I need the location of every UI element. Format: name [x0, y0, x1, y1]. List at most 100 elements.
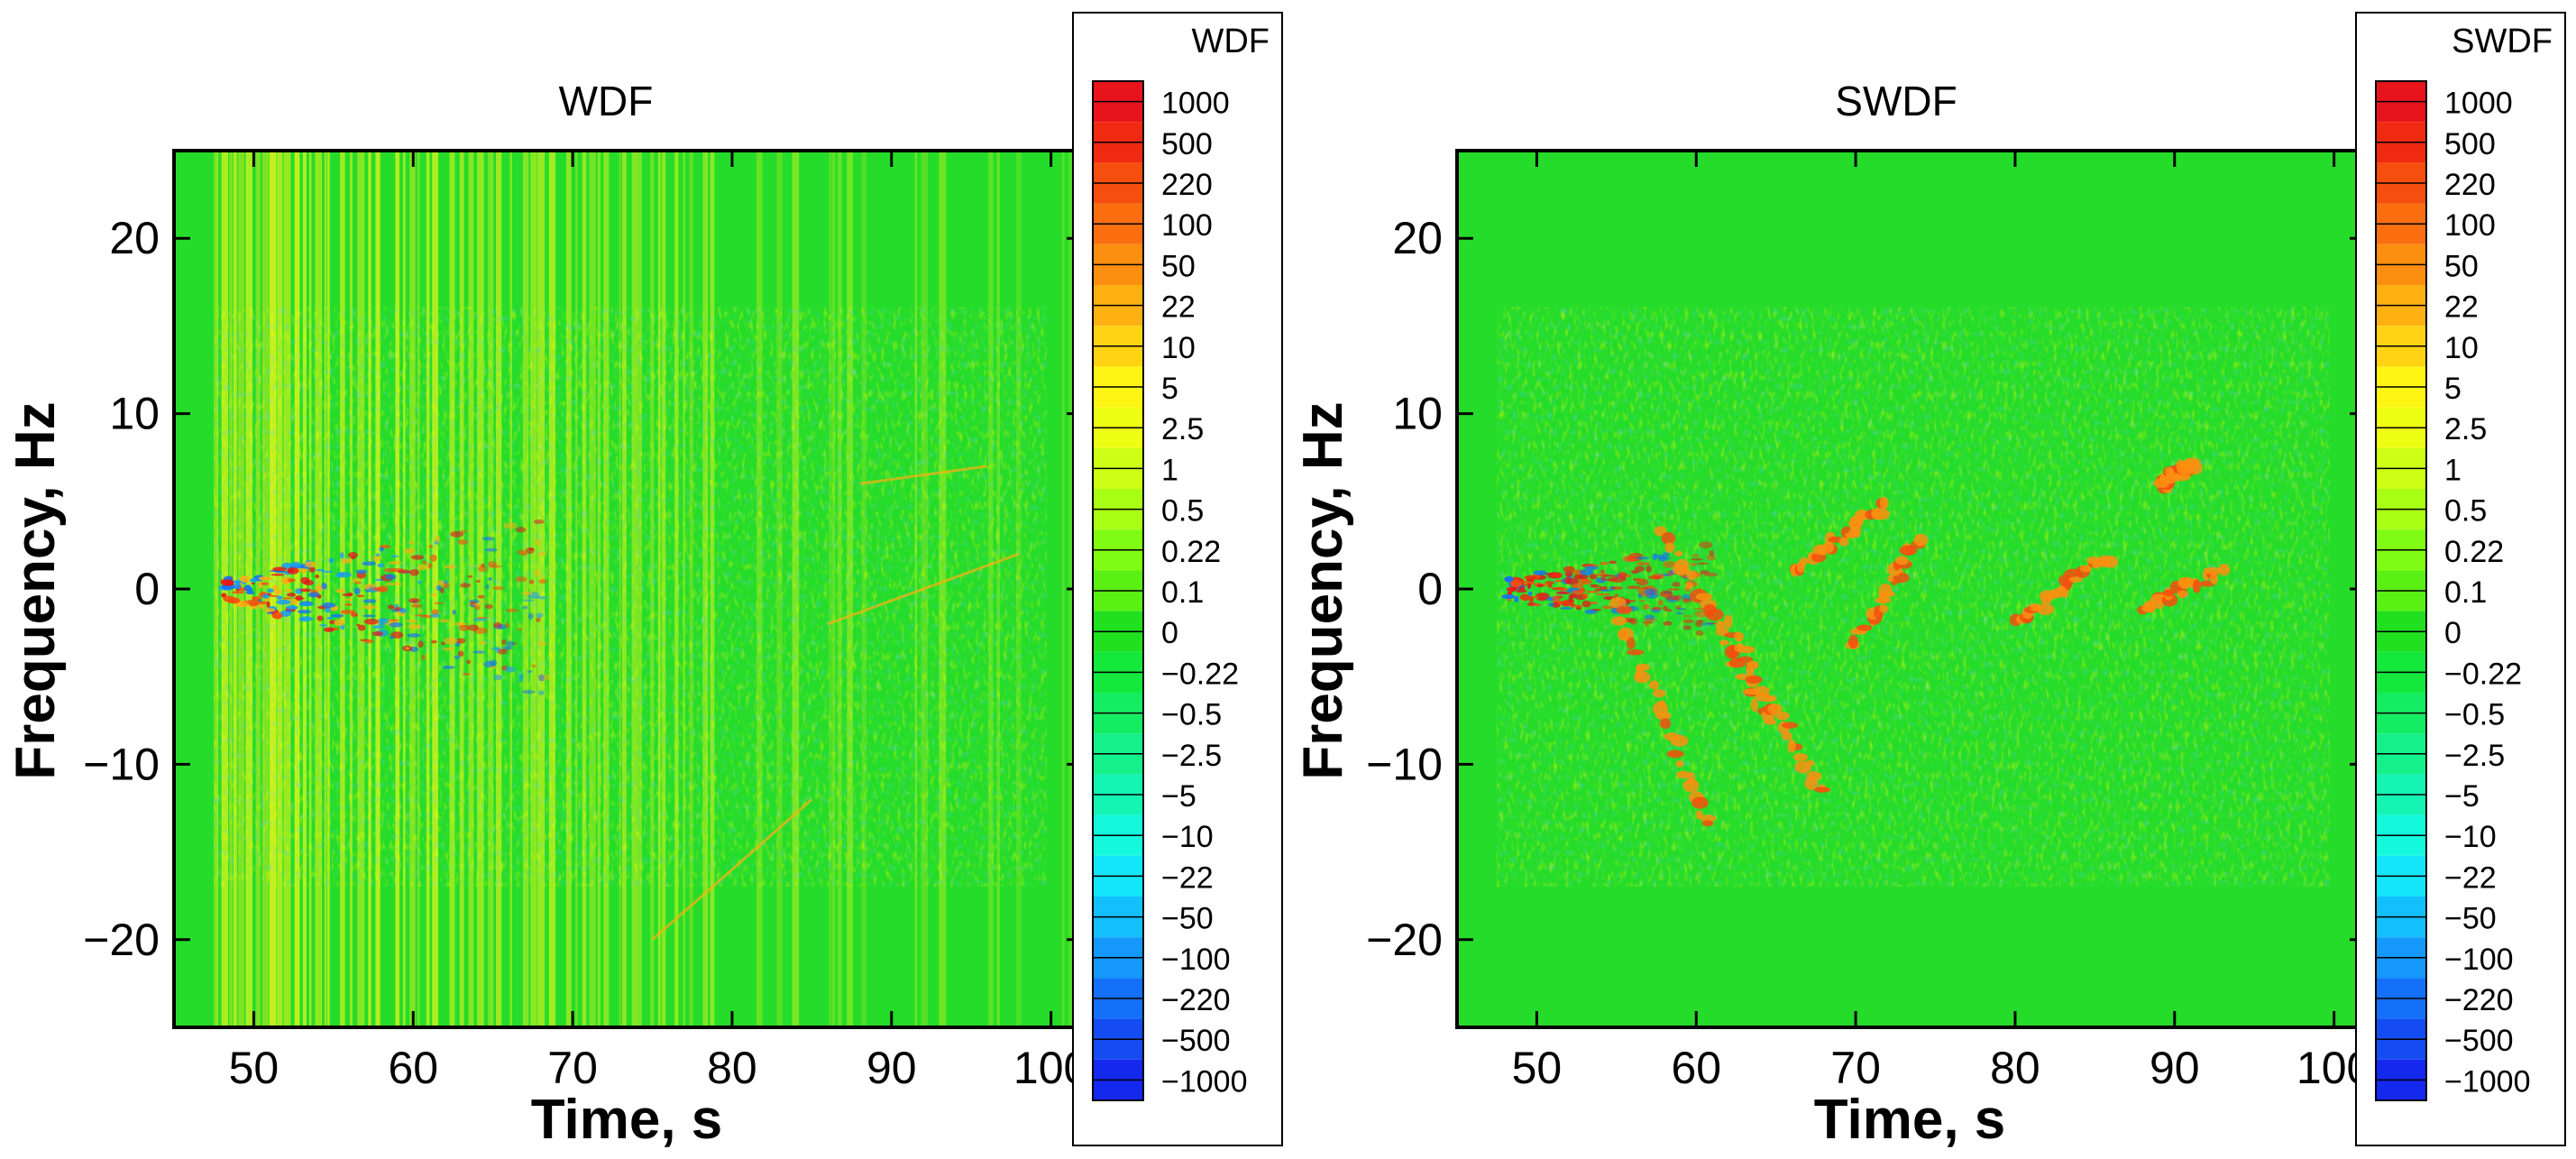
heatmap-core-spot — [485, 584, 490, 589]
heatmap-core-spot — [1589, 574, 1598, 580]
colorbar-level-label: −1000 — [1161, 1064, 1248, 1099]
heatmap-streak-spot — [1856, 624, 1873, 631]
heatmap-core-spot — [1697, 562, 1709, 565]
heatmap-core-spot — [285, 605, 298, 610]
heatmap-core-spot — [1618, 571, 1627, 578]
heatmap-core-spot — [1555, 591, 1571, 595]
heatmap-core-spot — [1636, 561, 1651, 566]
heatmap-core-spot — [1645, 621, 1649, 627]
heatmap-core-spot — [356, 594, 365, 597]
heatmap-core-spot — [1516, 589, 1527, 593]
heatmap-streak-spot — [1763, 694, 1777, 703]
heatmap-core-spot — [326, 616, 334, 620]
heatmap-core-spot — [1526, 583, 1532, 590]
heatmap-core-spot — [1584, 609, 1598, 614]
heatmap-core-spot — [362, 604, 378, 610]
heatmap-core-spot — [1580, 568, 1593, 575]
heatmap-core-spot — [405, 647, 410, 650]
heatmap-core-spot — [1600, 561, 1609, 566]
heatmap-core-spot — [351, 556, 356, 560]
heatmap-speckle-blue — [1497, 307, 2330, 887]
heatmap-core-spot — [252, 596, 261, 601]
heatmap-core-spot — [1695, 630, 1704, 636]
heatmap-core-spot — [1703, 572, 1719, 577]
heatmap-core-spot — [286, 610, 293, 612]
heatmap-core-spot — [290, 561, 301, 569]
heatmap-core-spot — [1683, 614, 1692, 618]
heatmap-core-spot — [429, 554, 437, 562]
y-tick-label: 20 — [1392, 213, 1443, 263]
colorbar-level-label: 10 — [1161, 331, 1196, 365]
heatmap-core-spot — [272, 612, 283, 620]
colorbar-level-label: 0.1 — [2444, 575, 2487, 610]
colorbar-level-label: −500 — [2444, 1024, 2514, 1058]
heatmap-core-spot — [505, 608, 519, 612]
heatmap-core-spot — [537, 641, 547, 647]
heatmap-core-spot — [466, 659, 472, 665]
heatmap-core-spot — [1690, 557, 1703, 561]
heatmap-core-spot — [443, 582, 450, 589]
heatmap-core-spot — [517, 549, 527, 556]
heatmap-core-spot — [308, 566, 316, 573]
heatmap-core-spot — [1672, 581, 1681, 587]
heatmap-core-spot — [273, 589, 282, 594]
heatmap-core-spot — [417, 581, 422, 584]
heatmap-streak-spot — [2102, 555, 2119, 568]
heatmap-core-spot — [1599, 585, 1608, 592]
heatmap-core-spot — [1635, 557, 1650, 560]
heatmap-streak-spot — [1672, 565, 1690, 576]
colorbar-level-label: 1000 — [1161, 87, 1230, 121]
heatmap-core-spot — [527, 612, 534, 620]
heatmap-core-spot — [431, 609, 440, 616]
heatmap-streak-spot — [1659, 718, 1672, 730]
x-tick-label: 70 — [547, 1043, 598, 1093]
heatmap-core-spot — [408, 540, 416, 544]
heatmap-core-spot — [1706, 555, 1717, 561]
heatmap-core-spot — [335, 572, 344, 578]
heatmap-core-spot — [505, 666, 516, 673]
heatmap-streak-spot — [1737, 656, 1754, 663]
heatmap-streak-spot — [2068, 576, 2083, 583]
heatmap-core-spot — [335, 588, 345, 593]
heatmap-core-spot — [321, 583, 327, 590]
heatmap-core-spot — [1572, 589, 1584, 595]
heatmap-core-spot — [473, 602, 481, 606]
y-tick-label: 0 — [134, 564, 160, 614]
heatmap-core-spot — [1524, 575, 1537, 580]
heatmap-core-spot — [1609, 560, 1618, 565]
heatmap-streak-spot — [1610, 616, 1627, 626]
heatmap-streak-spot — [1735, 673, 1749, 681]
heatmap-core-spot — [266, 601, 270, 608]
colorbar-level-label: −10 — [2444, 820, 2497, 854]
heatmap-streak-spot — [1649, 680, 1659, 690]
heatmap-core-spot — [538, 674, 545, 682]
colorbar-level-label: 0.22 — [2444, 535, 2504, 569]
heatmap-core-spot — [497, 649, 508, 655]
x-tick-label: 90 — [866, 1043, 917, 1093]
heatmap-core-spot — [1630, 570, 1640, 575]
heatmap-core-spot — [234, 582, 242, 590]
heatmap-core-spot — [438, 619, 451, 623]
colorbar-level-label: −220 — [2444, 983, 2514, 1017]
heatmap-core-spot — [409, 568, 419, 576]
heatmap-core-spot — [1639, 600, 1646, 602]
heatmap-core-spot — [377, 563, 385, 568]
heatmap-streak-spot — [1616, 605, 1633, 614]
heatmap-speckle-blue — [214, 307, 1048, 887]
heatmap-streak-spot — [1787, 739, 1796, 753]
colorbar-level-label: −0.5 — [1161, 698, 1222, 732]
heatmap-streak-spot — [1878, 591, 1895, 598]
heatmap-core-spot — [1571, 583, 1584, 589]
heatmap-core-spot — [258, 576, 270, 581]
colorbar-level-label: −1000 — [2444, 1064, 2531, 1099]
colorbar-level-label: −5 — [2444, 779, 2480, 814]
heatmap-core-spot — [1536, 593, 1550, 600]
colorbar-level-label: 5 — [2444, 372, 2461, 406]
heatmap-core-spot — [507, 640, 515, 647]
heatmap-core-spot — [362, 614, 376, 618]
heatmap-core-spot — [389, 560, 402, 565]
heatmap-core-spot — [1614, 593, 1618, 598]
heatmap-core-spot — [1662, 552, 1671, 558]
heatmap-core-spot — [340, 610, 354, 614]
heatmap-core-spot — [410, 603, 423, 608]
